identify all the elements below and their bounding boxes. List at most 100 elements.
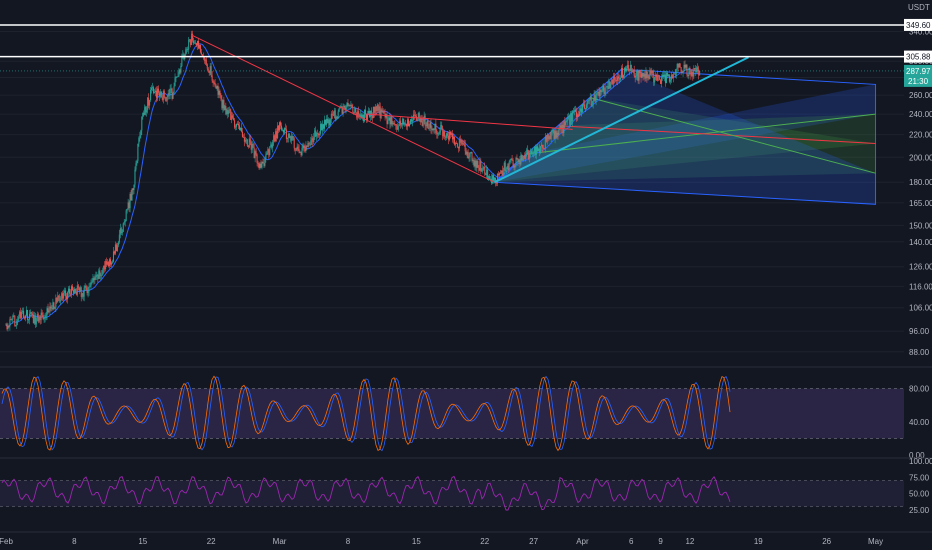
candle-body: [605, 87, 607, 92]
candle-body: [275, 131, 277, 142]
candle-body: [655, 74, 657, 78]
candle-body: [627, 65, 629, 72]
candle-body: [478, 167, 480, 171]
candle-body: [195, 42, 197, 44]
candle-body: [263, 163, 265, 166]
candle-body: [377, 104, 379, 111]
time-tick-label: 22: [480, 537, 489, 546]
trend-lines[interactable]: [191, 34, 749, 184]
time-axis[interactable]: Feb 8 15 22 Mar 8 15 22 27 Apr 6 9 12 19 26 May: [0, 537, 883, 546]
candle-body: [634, 75, 636, 78]
pitchfork-median[interactable]: [557, 125, 876, 144]
candle-body: [313, 137, 315, 143]
candle-body: [492, 175, 494, 184]
candle-body: [266, 152, 268, 155]
candle-body: [649, 70, 651, 79]
candle-body: [282, 129, 284, 133]
price-axis[interactable]: USDT 88.00 96.00 106.00 116.00 126.00 140.00 1…: [904, 3, 932, 357]
candle-body: [644, 74, 646, 79]
candle-body: [48, 310, 50, 313]
candle-body: [315, 130, 317, 137]
candle-body: [598, 91, 600, 97]
trend-line[interactable]: [494, 56, 749, 184]
candle-body: [453, 136, 455, 145]
candle-body: [104, 265, 106, 270]
candle-body: [455, 143, 457, 144]
candle-body: [161, 97, 163, 100]
candle-body: [75, 292, 77, 295]
candle-body: [300, 152, 302, 156]
candle-body: [154, 90, 156, 93]
candle-body: [115, 244, 117, 251]
candle-body: [579, 108, 581, 112]
candle-body: [465, 151, 467, 155]
candle-body: [312, 138, 314, 143]
candle-body: [554, 131, 556, 139]
candle-body: [246, 139, 248, 146]
candle-body: [558, 127, 560, 136]
pitchfork-median[interactable]: [589, 96, 876, 174]
candle-body: [148, 97, 150, 106]
candles: [5, 30, 701, 332]
candle-body: [179, 69, 181, 73]
candle-body: [434, 123, 436, 130]
candle-body: [355, 108, 357, 113]
pitchfork-drawing[interactable]: [493, 68, 877, 205]
candle-body: [308, 143, 310, 144]
candle-body: [541, 144, 543, 148]
candle-body: [595, 95, 597, 101]
candle-body: [174, 77, 176, 87]
candle-body: [668, 74, 670, 82]
stochastic-rsi-pane[interactable]: 0.00 40.00 80.00: [0, 375, 930, 460]
time-tick-label: May: [868, 537, 883, 546]
candle-body: [25, 315, 27, 319]
candle-body: [696, 67, 698, 73]
candle-body: [527, 149, 529, 155]
candle-body: [426, 120, 428, 127]
candle-body: [500, 170, 502, 173]
candle-body: [98, 270, 100, 279]
candle-body: [360, 114, 362, 117]
candle-body: [240, 127, 242, 132]
candle-body: [663, 74, 665, 77]
candle-body: [281, 125, 283, 130]
horizontal-lines[interactable]: [0, 24, 904, 72]
trend-line[interactable]: [367, 113, 573, 130]
candle-body: [470, 152, 472, 153]
candle-body: [567, 116, 569, 121]
candle-body: [252, 143, 254, 148]
candle-body: [692, 72, 694, 77]
rsi-axis-ticks: 25.00 50.00 75.00 100.00: [909, 457, 932, 515]
candle-body: [111, 262, 113, 265]
candle-body: [535, 146, 537, 155]
candle-body: [341, 106, 343, 114]
candle-body: [456, 143, 458, 147]
candle-body: [350, 105, 352, 107]
candle-body: [613, 76, 615, 84]
candle-body: [581, 104, 583, 113]
candle-body: [466, 152, 468, 155]
time-tick-label: 15: [412, 537, 421, 546]
candle-body: [216, 85, 218, 89]
candle-body: [320, 124, 322, 134]
candle-body: [64, 290, 66, 293]
candle-body: [586, 101, 588, 105]
candle-body: [594, 94, 596, 101]
price-pane[interactable]: [0, 24, 904, 353]
candle-body: [138, 137, 140, 144]
candle-body: [336, 116, 338, 119]
candle-body: [88, 287, 90, 292]
candle-body: [11, 319, 13, 321]
candle-body: [485, 173, 487, 176]
candle-body: [214, 82, 216, 87]
trend-line[interactable]: [191, 34, 495, 183]
candle-body: [448, 135, 450, 140]
candle-body: [395, 124, 397, 126]
time-tick-label: 19: [754, 537, 763, 546]
rsi-pane[interactable]: 25.00 50.00 75.00 100.00: [0, 457, 932, 515]
candle-body: [42, 315, 44, 319]
candle-body: [204, 59, 206, 61]
candle-body: [193, 40, 195, 44]
candle-body: [630, 64, 632, 72]
